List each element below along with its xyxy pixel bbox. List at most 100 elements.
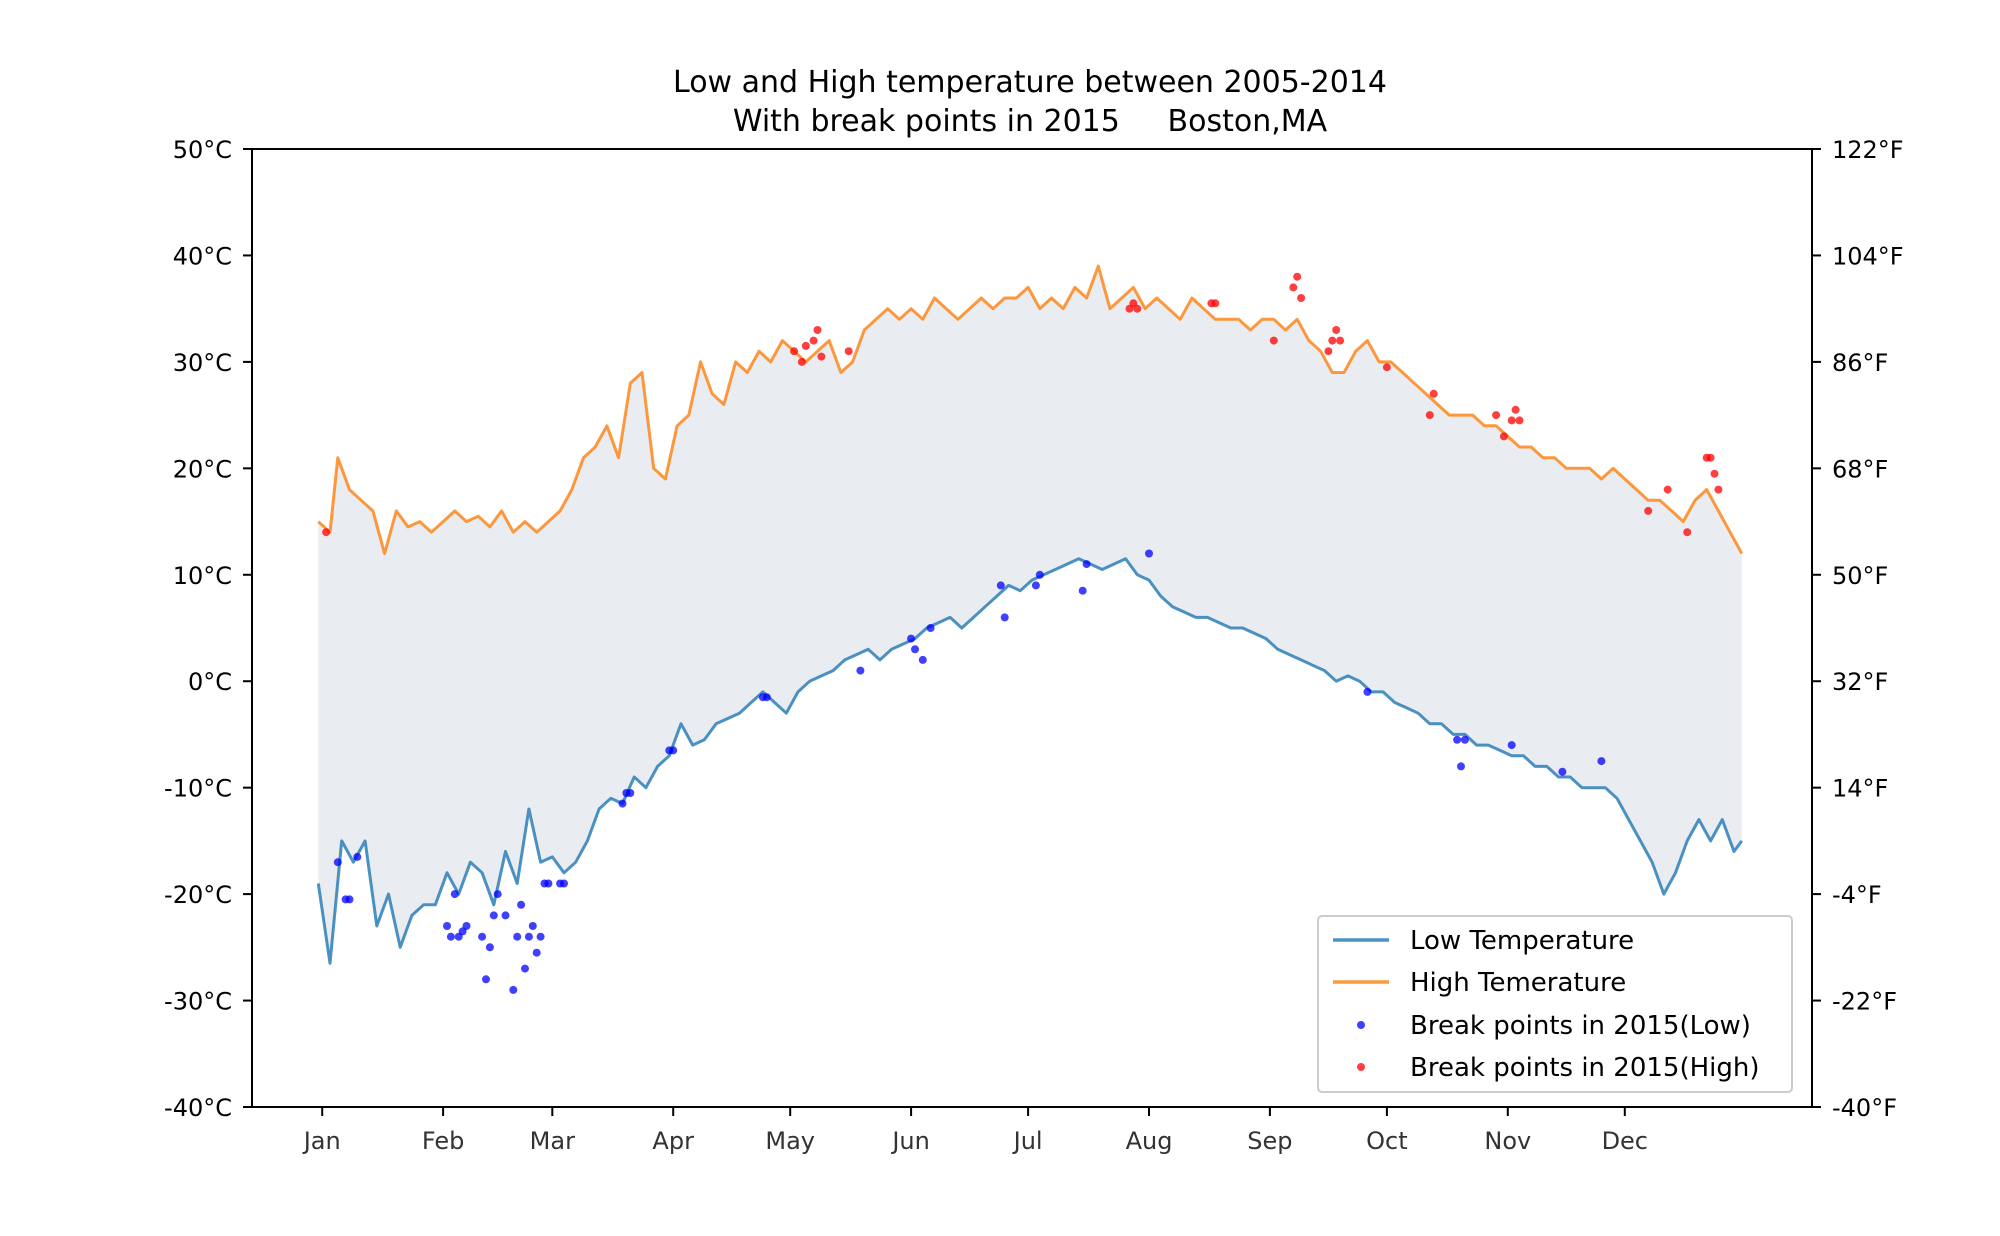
break-point-high bbox=[1324, 347, 1333, 356]
break-point-high bbox=[1332, 326, 1341, 334]
chart-title-line1: Low and High temperature between 2005-20… bbox=[673, 65, 1387, 100]
break-point-high bbox=[790, 347, 799, 356]
legend-marker-break-high bbox=[1357, 1063, 1365, 1071]
break-point-high bbox=[801, 341, 810, 350]
y-tick-label: 40°C bbox=[173, 242, 232, 270]
break-point-high bbox=[1382, 363, 1391, 372]
break-point-low bbox=[1082, 560, 1091, 569]
break-point-high bbox=[1710, 469, 1719, 478]
break-point-high bbox=[1492, 411, 1501, 420]
break-point-low bbox=[1507, 741, 1516, 750]
y2-tick-label: 122°F bbox=[1832, 136, 1904, 164]
break-point-low bbox=[544, 879, 553, 888]
break-point-high bbox=[1511, 405, 1520, 414]
break-point-high bbox=[1336, 336, 1345, 345]
y-tick-label: -40°C bbox=[164, 1094, 232, 1122]
x-tick-label: Mar bbox=[530, 1127, 575, 1155]
legend-box bbox=[1317, 915, 1793, 1093]
break-point-high bbox=[1706, 453, 1715, 462]
break-point-high bbox=[1429, 389, 1438, 398]
y2-tick-label: -4°F bbox=[1832, 881, 1882, 909]
x-tick-label: Jul bbox=[1012, 1127, 1043, 1155]
y-tick-label: 0°C bbox=[188, 668, 232, 696]
legend-label-low-temperature: Low Temperature bbox=[1410, 926, 1634, 956]
y-tick-label: 50°C bbox=[173, 136, 232, 164]
break-point-low bbox=[489, 911, 498, 920]
break-point-low bbox=[1597, 757, 1606, 766]
break-point-low bbox=[524, 932, 533, 941]
break-point-low bbox=[446, 932, 455, 941]
low-temperature-line bbox=[316, 557, 1744, 965]
legend-marker-break-low bbox=[1357, 1021, 1365, 1029]
break-point-low bbox=[618, 799, 627, 808]
break-point-low bbox=[513, 932, 522, 941]
x-tick-label: Apr bbox=[652, 1127, 694, 1155]
break-point-low bbox=[532, 948, 541, 957]
y-tick-label: -30°C bbox=[164, 988, 232, 1016]
break-point-low bbox=[482, 975, 490, 984]
legend-label-break-low: Break points in 2015(Low) bbox=[1410, 1011, 1751, 1041]
x-tick-label: Oct bbox=[1366, 1127, 1408, 1155]
break-point-high bbox=[1289, 283, 1298, 292]
break-point-high bbox=[797, 357, 806, 366]
legend-label-break-high: Break points in 2015(High) bbox=[1410, 1053, 1760, 1083]
y2-tick-label: -40°F bbox=[1832, 1094, 1897, 1122]
y2-tick-label: 104°F bbox=[1832, 242, 1904, 270]
y2-tick-label: -22°F bbox=[1832, 988, 1897, 1016]
y-tick-label: -10°C bbox=[164, 775, 232, 803]
break-point-high bbox=[1644, 506, 1653, 515]
break-point-low bbox=[669, 746, 678, 755]
break-point-low bbox=[509, 985, 518, 994]
break-point-high bbox=[1211, 299, 1220, 308]
break-point-high bbox=[1683, 528, 1692, 537]
break-point-low bbox=[907, 634, 916, 643]
break-point-high bbox=[813, 326, 822, 334]
y-tick-label: 10°C bbox=[173, 562, 232, 590]
break-point-low bbox=[345, 895, 354, 904]
break-point-low bbox=[333, 858, 342, 867]
break-point-low bbox=[560, 879, 568, 888]
break-point-high bbox=[1425, 411, 1434, 420]
break-point-low bbox=[517, 900, 526, 909]
break-point-low bbox=[493, 890, 502, 899]
break-point-low bbox=[1031, 581, 1040, 590]
break-point-low bbox=[1145, 549, 1153, 558]
break-point-low bbox=[1363, 687, 1372, 696]
y2-tick-label: 50°F bbox=[1832, 562, 1888, 590]
break-point-high bbox=[844, 347, 853, 356]
break-point-low bbox=[911, 645, 919, 654]
x-tick-label: May bbox=[765, 1127, 815, 1155]
y2-tick-label: 32°F bbox=[1832, 668, 1888, 696]
break-point-high bbox=[1499, 432, 1508, 441]
y-tick-label: 20°C bbox=[173, 455, 232, 483]
break-point-low bbox=[926, 624, 935, 632]
x-tick-label: Sep bbox=[1247, 1127, 1292, 1155]
break-point-low bbox=[762, 693, 771, 702]
x-tick-label: Nov bbox=[1484, 1127, 1531, 1155]
y2-tick-label: 14°F bbox=[1832, 775, 1888, 803]
break-point-low bbox=[443, 922, 451, 930]
break-point-high bbox=[322, 528, 331, 537]
break-point-low bbox=[485, 943, 494, 952]
break-point-high bbox=[1515, 416, 1524, 425]
break-point-low bbox=[450, 890, 459, 899]
break-point-low bbox=[1453, 735, 1462, 744]
x-tick-label: Feb bbox=[422, 1127, 465, 1155]
break-point-low bbox=[1000, 613, 1009, 622]
break-point-low bbox=[462, 922, 471, 930]
break-point-low bbox=[1460, 735, 1469, 744]
break-point-low bbox=[536, 932, 545, 941]
break-point-low bbox=[478, 932, 487, 941]
break-point-low bbox=[1035, 570, 1044, 579]
break-point-low bbox=[353, 852, 362, 861]
break-point-low bbox=[856, 666, 865, 675]
y2-tick-label: 86°F bbox=[1832, 349, 1888, 377]
legend-label-high-temperature: High Temerature bbox=[1410, 968, 1626, 998]
x-tick-label: Jan bbox=[302, 1127, 341, 1155]
break-point-low bbox=[521, 964, 529, 973]
break-point-low bbox=[501, 911, 510, 920]
break-point-low bbox=[996, 581, 1005, 590]
break-point-high bbox=[1507, 416, 1516, 425]
break-point-low bbox=[528, 922, 537, 930]
